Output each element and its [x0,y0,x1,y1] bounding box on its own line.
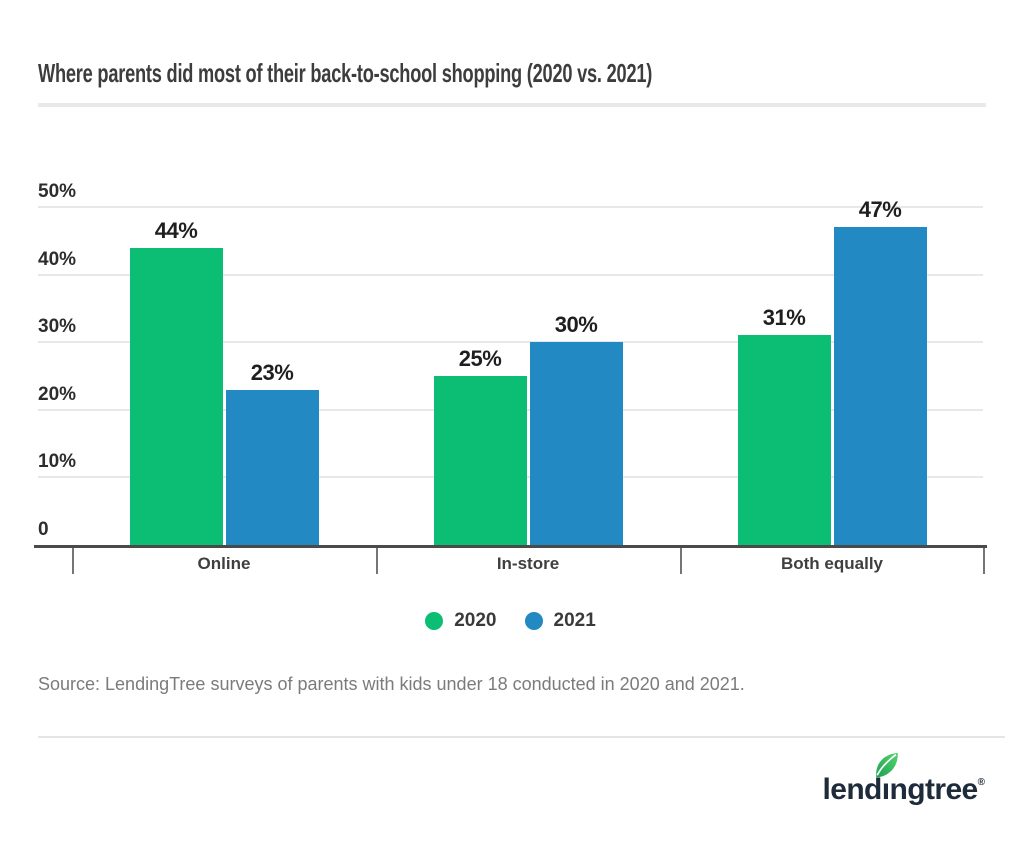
bar-value-label: 23% [250,360,294,385]
bar-value-label: 44% [154,218,198,243]
chart-title: Where parents did most of their back-to-… [38,58,653,88]
category-label-online: Online [197,554,251,573]
x-axis-line [34,545,987,548]
y-axis-label: 40% [38,248,77,270]
gridline-40 [38,273,983,276]
leaf-icon [875,752,898,778]
x-axis-tick [983,548,985,574]
legend-item-2021: 2021 [524,610,596,632]
bar-2021-online: 23% [225,360,319,545]
gridline-30 [38,341,983,344]
chart-legend: 2020 2021 [38,610,983,632]
title-divider [38,103,986,107]
source-note: Source: LendingTree surveys of parents w… [38,674,745,694]
bar-2021-both-equally: 47% [833,197,927,545]
bar-value-label: 25% [458,346,502,371]
y-axis-label: 10% [38,451,77,473]
bar-2020-online: 44% [129,218,223,545]
registered-mark: ® [977,777,985,788]
x-axis-tick [376,548,378,574]
bar-2020-in-store: 25% [433,346,527,545]
logo-letter-i: ı [875,752,898,807]
bar-2021-in-store: 30% [529,312,623,545]
bar-value-label: 47% [858,197,902,222]
category-label-in-store: In-store [496,554,560,573]
y-axis-label: 50% [38,181,77,202]
x-axis-tick [72,548,74,574]
gridline-50 [38,206,983,208]
legend-item-2020: 2020 [425,610,497,632]
footer-divider [38,736,1005,738]
bar-group-in-store: 25% 30% [433,312,623,545]
logo-wordmark: lend ıngtree [823,752,978,807]
bar-group-online: 44% 23% [129,218,319,545]
bar-value-label: 30% [554,312,598,337]
bar-value-label: 31% [762,305,806,330]
y-axis-label: 30% [38,316,77,338]
category-label-both-equally: Both equally [780,554,883,573]
bar-chart: 50% 40% 30% 20% 10% 0 44% 23% Online 25% 30% In-sto… [34,182,987,574]
legend-dot-2021 [524,612,543,630]
legend-label-2020: 2020 [454,610,497,631]
legend-label-2021: 2021 [553,610,596,631]
bar-group-both-equally: 31% 47% [737,197,927,545]
x-axis-tick [680,548,682,574]
legend-dot-2020 [425,612,444,630]
lendingtree-logo: lend ıngtree® [823,752,985,807]
y-axis-label: 0 [38,519,49,540]
y-axis-label: 20% [38,383,77,405]
bar-2020-both-equally: 31% [737,305,831,545]
